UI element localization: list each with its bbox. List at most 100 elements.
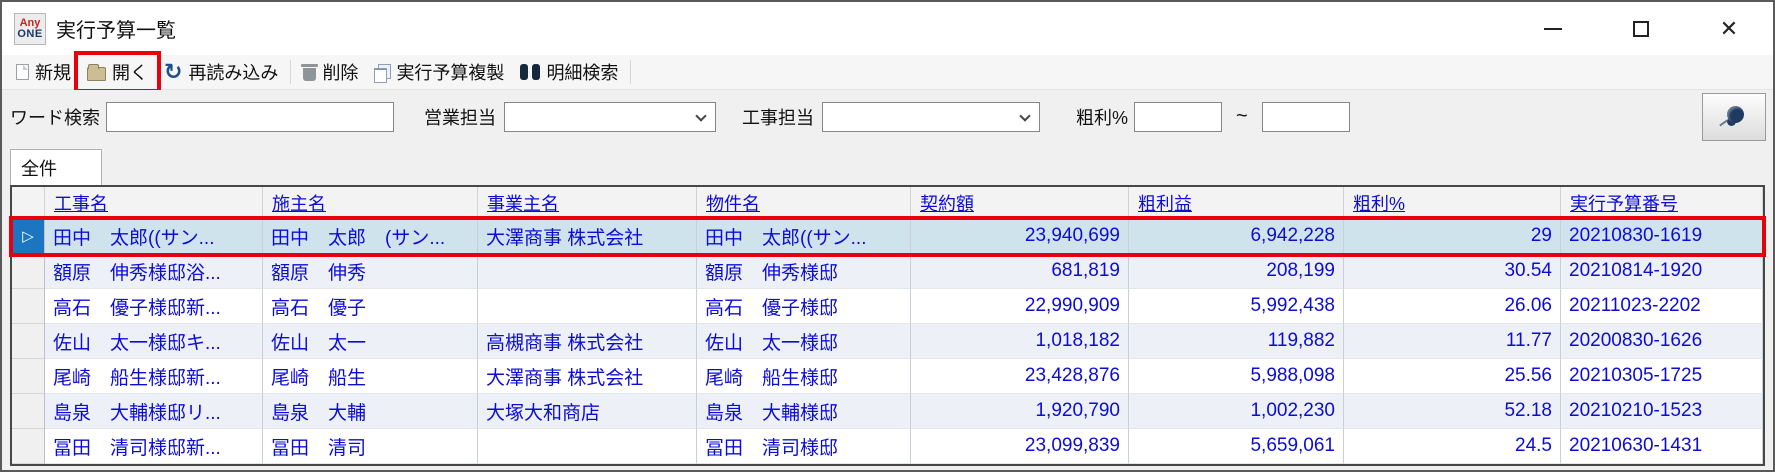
cell-seshumei[interactable]: 田中 太郎 (サン... bbox=[263, 219, 478, 254]
pin-button[interactable] bbox=[1702, 93, 1766, 141]
window-title: 実行予算一覧 bbox=[56, 20, 176, 42]
cell-araripct[interactable]: 52.18 bbox=[1344, 394, 1561, 429]
table-row[interactable]: 島泉 大輔様邸リ... 島泉 大輔 大塚大和商店 島泉 大輔様邸 1,920,7… bbox=[12, 394, 1763, 429]
word-search-input[interactable] bbox=[106, 101, 394, 132]
cell-keiyakugaku[interactable]: 22,990,909 bbox=[911, 289, 1129, 324]
column-header-jigyonushimei[interactable]: 事業主名 bbox=[478, 187, 697, 218]
column-header-koujimei[interactable]: 工事名 bbox=[45, 187, 263, 218]
construction-rep-label: 工事担当 bbox=[742, 107, 814, 128]
column-header-keiyakugaku[interactable]: 契約額 bbox=[911, 187, 1129, 218]
pushpin-icon bbox=[1727, 106, 1744, 123]
table-row[interactable]: 額原 伸秀様邸浴... 額原 伸秀 額原 伸秀様邸 681,819 208,19… bbox=[12, 254, 1763, 289]
cell-arariéki[interactable]: 208,199 bbox=[1129, 254, 1344, 289]
row-selector-cell[interactable] bbox=[12, 429, 45, 464]
cell-arariéki[interactable]: 5,659,061 bbox=[1129, 429, 1344, 464]
new-button[interactable]: 新規 bbox=[8, 56, 79, 88]
cell-araripct[interactable]: 29 bbox=[1344, 219, 1561, 254]
cell-arariéki[interactable]: 119,882 bbox=[1129, 324, 1344, 359]
cell-bukkenmei[interactable]: 田中 太郎((サン... bbox=[697, 219, 911, 254]
cell-keiyakugaku[interactable]: 23,099,839 bbox=[911, 429, 1129, 464]
cell-koujimei[interactable]: 額原 伸秀様邸浴... bbox=[45, 254, 263, 289]
cell-koujimei[interactable]: 佐山 太一様邸キ... bbox=[45, 324, 263, 359]
detail-search-button[interactable]: 明細検索 bbox=[512, 56, 626, 88]
construction-rep-select[interactable] bbox=[822, 101, 1040, 132]
row-selector-cell[interactable] bbox=[12, 289, 45, 324]
cell-bukkenmei[interactable]: 佐山 太一様邸 bbox=[697, 324, 911, 359]
sales-rep-select[interactable] bbox=[504, 101, 716, 132]
cell-jigyonushimei[interactable]: 大澤商事 株式会社 bbox=[478, 219, 697, 254]
cell-yosanbango[interactable]: 20211023-2202 bbox=[1561, 289, 1763, 324]
cell-yosanbango[interactable]: 20210830-1619 bbox=[1561, 219, 1763, 254]
cell-jigyonushimei[interactable]: 大澤商事 株式会社 bbox=[478, 359, 697, 394]
cell-keiyakugaku[interactable]: 1,018,182 bbox=[911, 324, 1129, 359]
column-header-araripct[interactable]: 粗利% bbox=[1344, 187, 1561, 218]
cell-araripct[interactable]: 24.5 bbox=[1344, 429, 1561, 464]
cell-koujimei[interactable]: 島泉 大輔様邸リ... bbox=[45, 394, 263, 429]
close-button[interactable]: ✕ bbox=[1685, 2, 1773, 55]
cell-yosanbango[interactable]: 20200830-1626 bbox=[1561, 324, 1763, 359]
cell-jigyonushimei[interactable] bbox=[478, 289, 697, 324]
table-row[interactable]: ▷ 田中 太郎((サン... 田中 太郎 (サン... 大澤商事 株式会社 田中… bbox=[9, 216, 1766, 257]
cell-koujimei[interactable]: 田中 太郎((サン... bbox=[45, 219, 263, 254]
cell-yosanbango[interactable]: 20210305-1725 bbox=[1561, 359, 1763, 394]
reload-button[interactable]: ↻ 再読み込み bbox=[156, 56, 286, 88]
cell-jigyonushimei[interactable]: 大塚大和商店 bbox=[478, 394, 697, 429]
cell-keiyakugaku[interactable]: 23,940,699 bbox=[911, 219, 1129, 254]
cell-koujimei[interactable]: 冨田 清司様邸新... bbox=[45, 429, 263, 464]
column-header-seshumei[interactable]: 施主名 bbox=[263, 187, 478, 218]
duplicate-budget-button[interactable]: 実行予算複製 bbox=[366, 56, 512, 88]
cell-yosanbango[interactable]: 20210814-1920 bbox=[1561, 254, 1763, 289]
maximize-button[interactable] bbox=[1597, 2, 1685, 55]
cell-seshumei[interactable]: 佐山 太一 bbox=[263, 324, 478, 359]
cell-araripct[interactable]: 26.06 bbox=[1344, 289, 1561, 324]
cell-arariéki[interactable]: 5,988,098 bbox=[1129, 359, 1344, 394]
gross-margin-to-input[interactable] bbox=[1261, 101, 1350, 132]
table-row[interactable]: 佐山 太一様邸キ... 佐山 太一 高槻商事 株式会社 佐山 太一様邸 1,01… bbox=[12, 324, 1763, 359]
cell-seshumei[interactable]: 冨田 清司 bbox=[263, 429, 478, 464]
cell-seshumei[interactable]: 高石 優子 bbox=[263, 289, 478, 324]
cell-araripct[interactable]: 25.56 bbox=[1344, 359, 1561, 394]
cell-bukkenmei[interactable]: 額原 伸秀様邸 bbox=[697, 254, 911, 289]
cell-seshumei[interactable]: 尾崎 船生 bbox=[263, 359, 478, 394]
cell-seshumei[interactable]: 島泉 大輔 bbox=[263, 394, 478, 429]
cell-araripct[interactable]: 30.54 bbox=[1344, 254, 1561, 289]
sales-rep-label: 営業担当 bbox=[424, 107, 496, 128]
tab-all[interactable]: 全件 bbox=[10, 149, 102, 185]
cell-jigyonushimei[interactable] bbox=[478, 254, 697, 289]
cell-jigyonushimei[interactable]: 高槻商事 株式会社 bbox=[478, 324, 697, 359]
delete-button[interactable]: 削除 bbox=[295, 56, 366, 88]
cell-keiyakugaku[interactable]: 681,819 bbox=[911, 254, 1129, 289]
row-selector-cell[interactable] bbox=[12, 359, 45, 394]
cell-koujimei[interactable]: 高石 優子様邸新... bbox=[45, 289, 263, 324]
cell-yosanbango[interactable]: 20210630-1431 bbox=[1561, 429, 1763, 464]
cell-arariéki[interactable]: 6,942,228 bbox=[1129, 219, 1344, 254]
open-button[interactable]: 開く bbox=[74, 51, 161, 93]
cell-bukkenmei[interactable]: 高石 優子様邸 bbox=[697, 289, 911, 324]
cell-keiyakugaku[interactable]: 23,428,876 bbox=[911, 359, 1129, 394]
cell-bukkenmei[interactable]: 島泉 大輔様邸 bbox=[697, 394, 911, 429]
open-folder-icon bbox=[87, 63, 106, 81]
cell-bukkenmei[interactable]: 尾崎 船生様邸 bbox=[697, 359, 911, 394]
table-row[interactable]: 尾崎 船生様邸新... 尾崎 船生 大澤商事 株式会社 尾崎 船生様邸 23,4… bbox=[12, 359, 1763, 394]
table-row[interactable]: 高石 優子様邸新... 高石 優子 高石 優子様邸 22,990,909 5,9… bbox=[12, 289, 1763, 324]
cell-seshumei[interactable]: 額原 伸秀 bbox=[263, 254, 478, 289]
cell-keiyakugaku[interactable]: 1,920,790 bbox=[911, 394, 1129, 429]
column-header-arariéki[interactable]: 粗利益 bbox=[1129, 187, 1344, 218]
column-header-yosanbango[interactable]: 実行予算番号 bbox=[1561, 187, 1763, 218]
row-selector-cell[interactable] bbox=[12, 394, 45, 429]
column-header-bukkenmei[interactable]: 物件名 bbox=[697, 187, 911, 218]
cell-bukkenmei[interactable]: 冨田 清司様邸 bbox=[697, 429, 911, 464]
row-selector-cell[interactable] bbox=[12, 254, 45, 289]
row-selector-cell[interactable] bbox=[12, 324, 45, 359]
toolbar-separator bbox=[630, 60, 632, 84]
cell-jigyonushimei[interactable] bbox=[478, 429, 697, 464]
row-selector-cell[interactable]: ▷ bbox=[12, 219, 45, 254]
cell-arariéki[interactable]: 5,992,438 bbox=[1129, 289, 1344, 324]
table-row[interactable]: 冨田 清司様邸新... 冨田 清司 冨田 清司様邸 23,099,839 5,6… bbox=[12, 429, 1763, 464]
cell-araripct[interactable]: 11.77 bbox=[1344, 324, 1561, 359]
cell-yosanbango[interactable]: 20210210-1523 bbox=[1561, 394, 1763, 429]
cell-koujimei[interactable]: 尾崎 船生様邸新... bbox=[45, 359, 263, 394]
minimize-button[interactable] bbox=[1509, 2, 1597, 55]
cell-arariéki[interactable]: 1,002,230 bbox=[1129, 394, 1344, 429]
gross-margin-from-input[interactable] bbox=[1134, 101, 1223, 132]
